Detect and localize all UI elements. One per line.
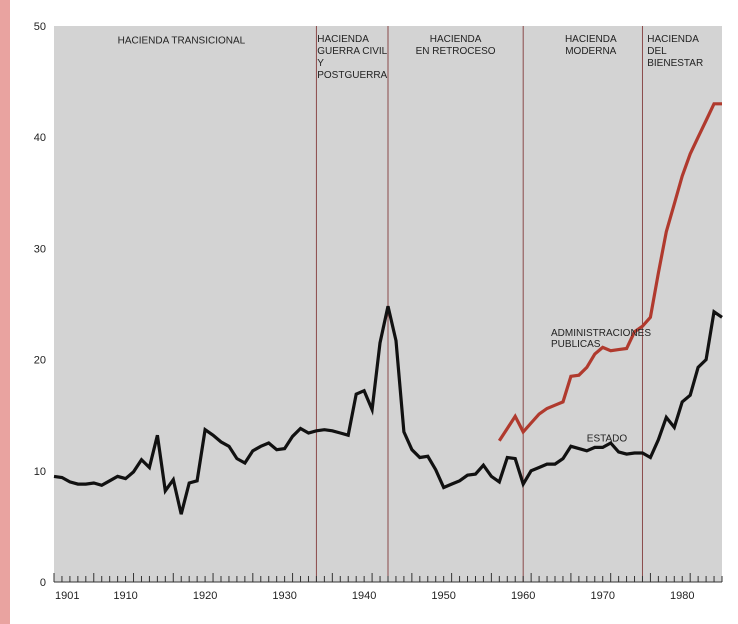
period-label: GUERRA CIVIL <box>317 46 387 57</box>
period-label: HACIENDA <box>317 34 369 45</box>
period-label: DEL <box>647 46 667 57</box>
x-tick-label: 1970 <box>590 590 614 602</box>
period-label: HACIENDA TRANSICIONAL <box>118 35 246 46</box>
x-tick-label: 1960 <box>511 590 535 602</box>
period-label: HACIENDA <box>430 34 482 45</box>
period-label: POSTGUERRA <box>317 70 387 81</box>
x-tick-label: 1950 <box>431 590 455 602</box>
page-edge-strip <box>0 0 10 624</box>
period-dividers <box>315 26 643 582</box>
y-tick-label: 40 <box>34 132 46 144</box>
x-tick-label: 1980 <box>670 590 694 602</box>
x-tick-label: 1901 <box>55 590 79 602</box>
series-administraciones-line <box>497 102 722 442</box>
x-tick-label: 1930 <box>272 590 296 602</box>
x-tick-label: 1910 <box>113 590 137 602</box>
period-label: BIENESTAR <box>647 58 703 69</box>
y-axis: 0 10 20 30 40 50 <box>34 21 46 589</box>
series-lines <box>53 102 723 515</box>
period-label: HACIENDA <box>565 34 617 45</box>
x-tick-label: 1920 <box>193 590 217 602</box>
x-tick-label: 1940 <box>352 590 376 602</box>
y-tick-label: 0 <box>40 577 46 589</box>
x-axis: 1901 1910 1920 1930 1940 1950 1960 1970 1980 <box>53 573 723 602</box>
y-tick-label: 20 <box>34 355 46 367</box>
series-label-administraciones: ADMINISTRACIONES <box>551 328 651 339</box>
series-label-administraciones: PUBLICAS <box>551 339 601 350</box>
period-label: HACIENDA <box>647 34 699 45</box>
period-label: EN RETROCESO <box>416 46 496 57</box>
series-label-estado: ESTADO <box>587 433 628 444</box>
y-tick-label: 10 <box>34 466 46 478</box>
period-label: MODERNA <box>565 46 616 57</box>
period-label: Y <box>317 58 324 69</box>
y-tick-label: 30 <box>34 243 46 255</box>
y-tick-label: 50 <box>34 21 46 33</box>
series-estado-line <box>53 305 723 515</box>
